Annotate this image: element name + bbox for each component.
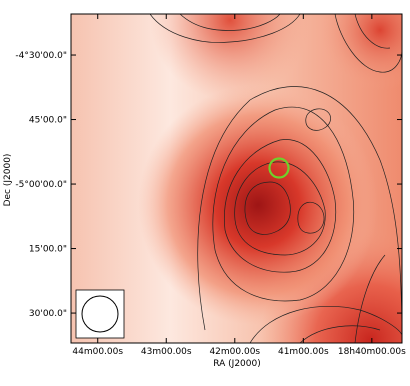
plot-frame: [70, 13, 403, 344]
x-tick-label: 43m00.00s: [141, 347, 192, 357]
y-tick-label: -5°00'00.0": [15, 180, 67, 190]
y-tick-label: -4°30'00.0": [15, 51, 67, 61]
y-tick-label: 45'00.0": [29, 116, 67, 126]
image: [71, 14, 402, 343]
x-axis-label: RA (J2000): [213, 359, 261, 369]
x-tick-label: 18h40m00.00s: [338, 347, 406, 357]
y-axis-label: Dec (J2000): [3, 154, 13, 207]
y-tick-label: 30'00.0": [29, 309, 67, 319]
x-tick-label: 42m00.00s: [209, 347, 260, 357]
x-tick-label: 41m00.00s: [278, 347, 329, 357]
beam-inset: [75, 289, 125, 339]
y-tick-label: 15'00.0": [29, 245, 67, 255]
x-tick-label: 44m00.00s: [72, 347, 123, 357]
